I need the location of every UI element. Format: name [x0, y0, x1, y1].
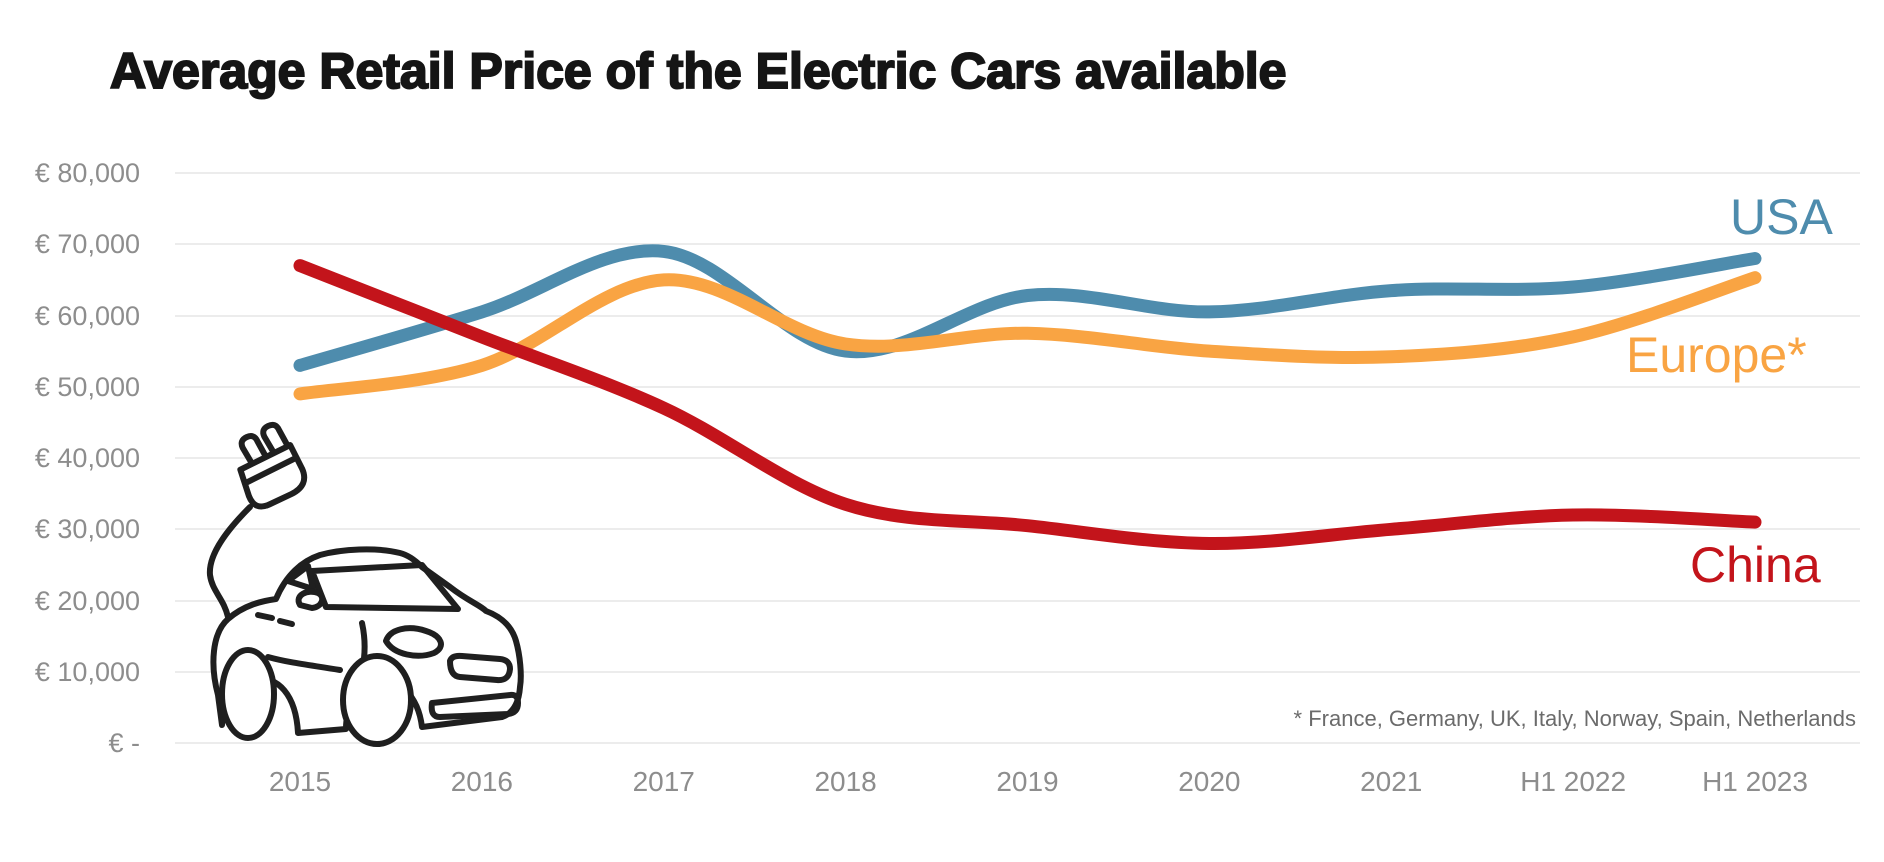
hood-dash [255, 612, 275, 621]
x-tick-label: 2019 [996, 766, 1059, 797]
gridline [175, 385, 1860, 388]
series-label-usa: USA [1730, 189, 1833, 245]
gridline [175, 243, 1860, 246]
y-tick-label: € 80,000 [34, 158, 140, 188]
gridline [175, 670, 1860, 673]
footnote: * France, Germany, UK, Italy, Norway, Sp… [1293, 706, 1856, 731]
y-tick-label: € 10,000 [34, 656, 140, 687]
x-tick-label: H1 2022 [1520, 766, 1627, 797]
x-tick-label: 2018 [814, 766, 877, 797]
gridline [175, 742, 1860, 744]
x-tick-label: 2016 [450, 766, 514, 797]
y-tick-label: € 20,000 [34, 585, 140, 616]
gridline [175, 172, 1860, 174]
y-tick-label: € - [108, 728, 140, 758]
series-label-china: China [1690, 537, 1821, 593]
charging-plug-icon [237, 421, 308, 510]
plug-prong [238, 433, 269, 467]
x-tick-label: 2021 [1360, 766, 1423, 797]
headlight [383, 625, 444, 659]
series-label-europe: Europe* [1626, 327, 1807, 383]
front-wheel [340, 653, 414, 747]
hood-dash [277, 618, 295, 627]
x-tick-label: 2017 [632, 766, 695, 797]
x-tick-label: 2015 [268, 766, 332, 797]
y-tick-label: € 70,000 [34, 229, 140, 260]
y-tick-label: € 60,000 [34, 300, 140, 331]
line-series-europe [293, 271, 1762, 401]
charging-cable [206, 504, 253, 620]
x-tick-label: 2020 [1178, 766, 1241, 797]
y-tick-label: € 30,000 [34, 514, 140, 545]
y-tick-label: € 50,000 [34, 371, 140, 402]
chart-title: Average Retail Price of the Electric Car… [109, 42, 1287, 100]
side-mirror [295, 588, 326, 611]
gridline [175, 457, 1860, 459]
grille [447, 652, 513, 684]
y-tick-label: € 40,000 [34, 443, 140, 473]
line-series-china [293, 259, 1762, 551]
line-series-usa [293, 244, 1762, 372]
x-tick-label: H1 2023 [1702, 766, 1808, 797]
electric-car-illustration [206, 421, 524, 747]
rear-wheel [219, 647, 277, 741]
plug-prong [260, 421, 290, 456]
bumper-intake [428, 691, 521, 720]
gridline [175, 599, 1860, 602]
plug-neck-line [244, 454, 300, 486]
body-crease [265, 654, 343, 673]
gridline [175, 314, 1860, 317]
rear-quarter-window [285, 563, 316, 592]
